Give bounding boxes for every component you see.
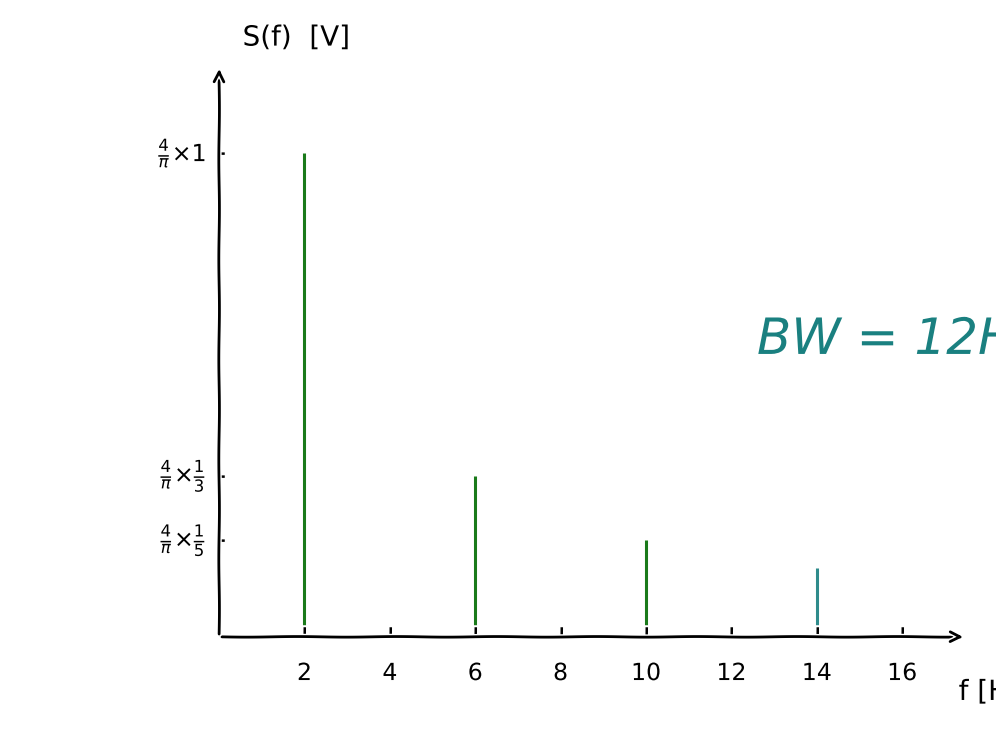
Text: S(f)  [V]: S(f) [V] xyxy=(243,23,350,52)
Text: 4: 4 xyxy=(382,661,397,685)
Text: 10: 10 xyxy=(631,661,661,685)
Text: f [Hz]: f [Hz] xyxy=(958,678,996,706)
Text: BW = 12Hz: BW = 12Hz xyxy=(757,316,996,364)
Text: 2: 2 xyxy=(297,661,312,685)
Text: 12: 12 xyxy=(716,661,746,685)
Text: $\frac{4}{\pi}$$\times\frac{1}{3}$: $\frac{4}{\pi}$$\times\frac{1}{3}$ xyxy=(160,457,206,494)
Text: 16: 16 xyxy=(887,661,917,685)
Text: 6: 6 xyxy=(468,661,483,685)
Text: $\frac{4}{\pi}$$\times\frac{1}{5}$: $\frac{4}{\pi}$$\times\frac{1}{5}$ xyxy=(160,521,206,559)
Text: 8: 8 xyxy=(553,661,568,685)
Text: 14: 14 xyxy=(802,661,832,685)
Text: $\frac{4}{\pi}$$\times$1: $\frac{4}{\pi}$$\times$1 xyxy=(158,135,206,171)
